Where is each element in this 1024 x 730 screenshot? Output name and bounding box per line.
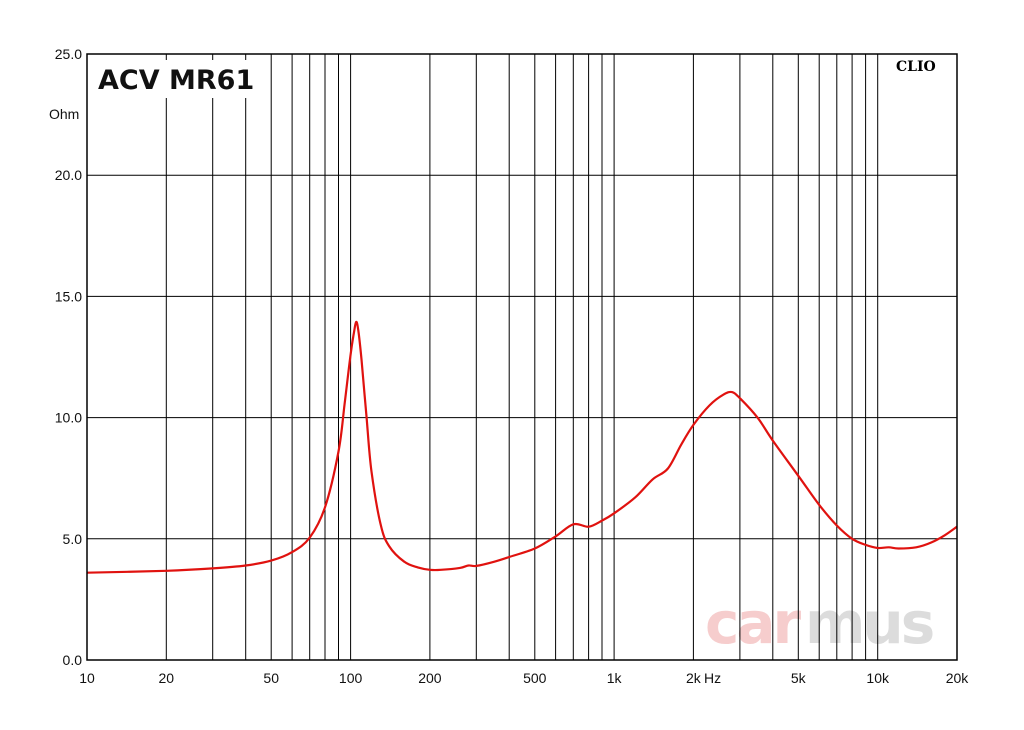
chart-title: ACV MR61 — [98, 65, 254, 96]
x-tick-label: 20k — [946, 670, 970, 686]
y-tick-label: 25.0 — [55, 46, 82, 62]
x-tick-label: 10k — [866, 670, 890, 686]
y-axis-unit-label: Ohm — [49, 106, 79, 122]
y-tick-label: 10.0 — [55, 410, 82, 426]
x-tick-label: 500 — [523, 670, 547, 686]
x-tick-label: 20 — [159, 670, 175, 686]
x-tick-label: 2k — [686, 670, 702, 686]
watermark-part-grey: mus — [805, 589, 933, 657]
x-tick-label: 5k — [791, 670, 807, 686]
y-tick-label: 15.0 — [55, 288, 82, 304]
x-tick-label: 100 — [339, 670, 363, 686]
x-tick-label: 10 — [79, 670, 95, 686]
x-tick-label: 200 — [418, 670, 442, 686]
watermark: car mus — [705, 589, 936, 657]
x-axis-unit-label: Hz — [704, 670, 721, 686]
plot-frame — [86, 53, 958, 661]
y-tick-labels: 0.0 5.0 10.0 15.0 20.0 25.0 — [55, 46, 82, 668]
clio-brand-label: CLIO — [896, 59, 936, 75]
y-tick-label: 20.0 — [55, 167, 82, 183]
impedance-curve — [86, 320, 958, 574]
watermark-part-red: car — [705, 589, 802, 657]
x-tick-label: 1k — [607, 670, 623, 686]
y-tick-label: 0.0 — [63, 652, 83, 668]
x-tick-label: 50 — [263, 670, 279, 686]
title-background — [96, 60, 252, 98]
x-tick-labels: 10 20 50 100 200 500 1k 2k 5k 10k 20k — [79, 670, 969, 686]
y-tick-label: 5.0 — [63, 531, 83, 547]
